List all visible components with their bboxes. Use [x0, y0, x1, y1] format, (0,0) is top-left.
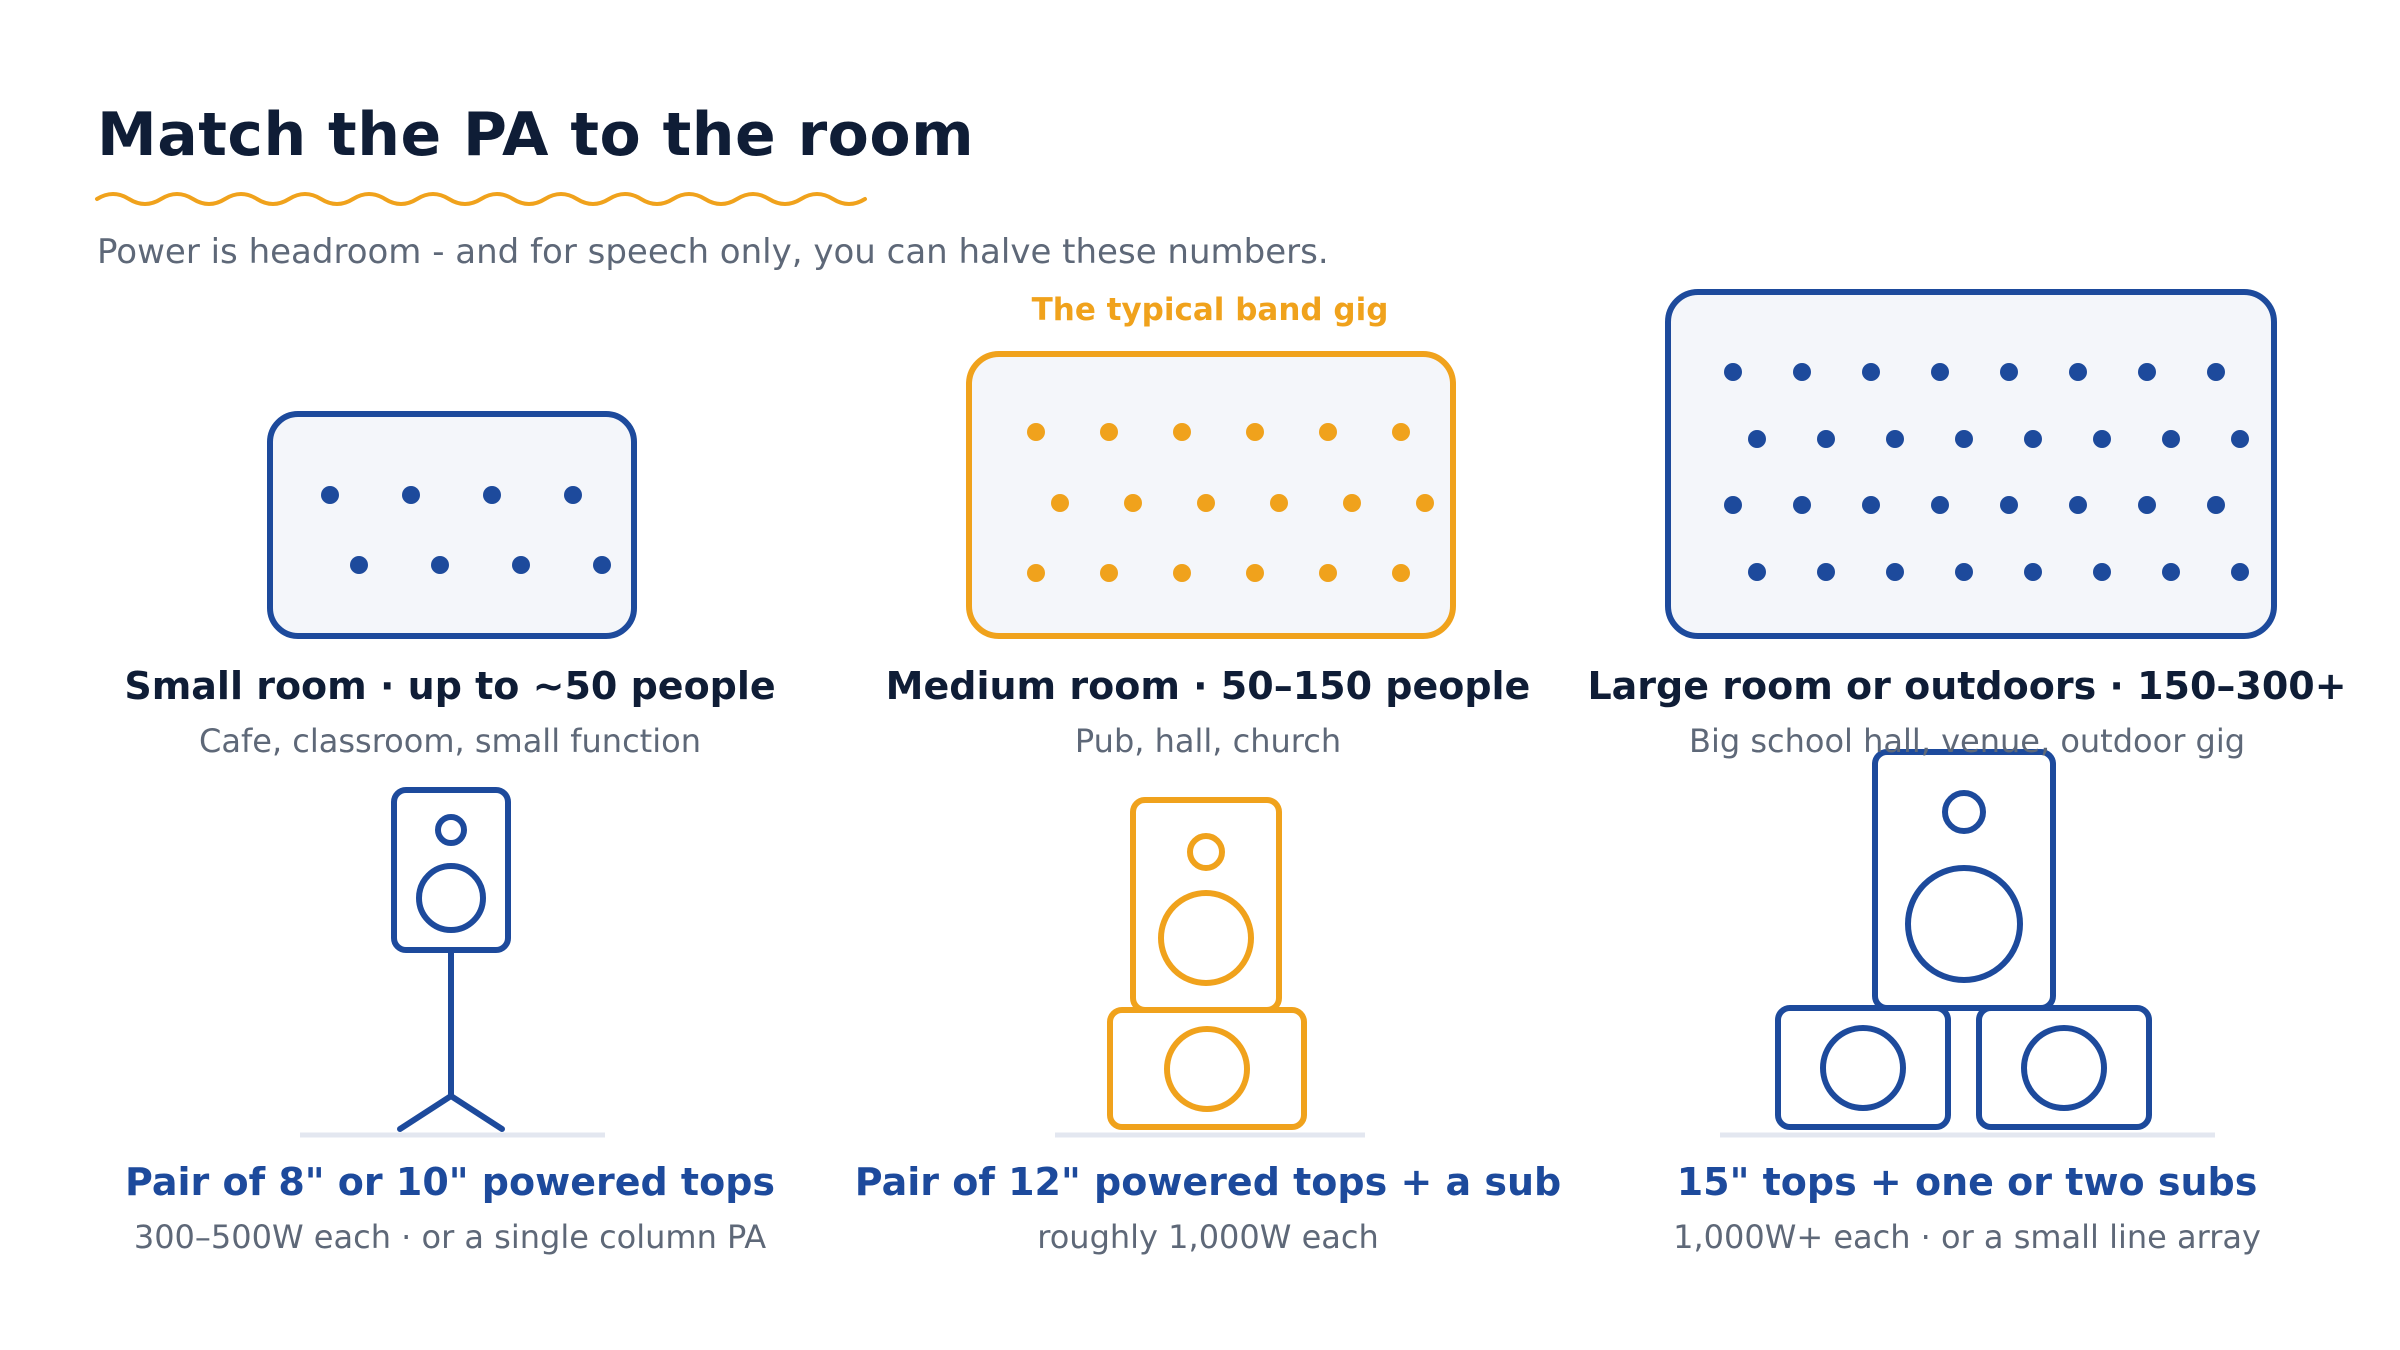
gear-description: 1,000W+ each · or a small line array — [1673, 1218, 2261, 1256]
audience-dot — [2207, 363, 2225, 381]
room-name: Large room or outdoors · 150–300+ — [1587, 664, 2347, 708]
audience-dot — [1173, 564, 1191, 582]
audience-dot — [1051, 494, 1069, 512]
audience-dot — [1724, 496, 1742, 514]
audience-dot — [1343, 494, 1361, 512]
audience-dot — [321, 486, 339, 504]
audience-dot — [483, 486, 501, 504]
audience-dots-large — [1724, 363, 2249, 581]
audience-dot — [2093, 563, 2111, 581]
audience-dot — [1319, 423, 1337, 441]
audience-dot — [1246, 564, 1264, 582]
audience-dot — [1392, 423, 1410, 441]
highlight-tag-label: The typical band gig — [1031, 292, 1389, 328]
audience-dot — [1955, 430, 1973, 448]
audience-dot — [2000, 363, 2018, 381]
speaker-with-sub-icon — [1107, 797, 1307, 1130]
audience-dot — [1100, 564, 1118, 582]
room-panel-large — [1665, 289, 2277, 639]
wavy-underline — [95, 192, 867, 206]
audience-dot — [2024, 430, 2042, 448]
room-name: Small room · up to ~50 people — [124, 664, 776, 708]
gear-name: Pair of 8" or 10" powered tops — [125, 1160, 776, 1204]
audience-dot — [1392, 564, 1410, 582]
room-description: Pub, hall, church — [1074, 722, 1342, 760]
audience-dot — [2069, 363, 2087, 381]
audience-dot — [2231, 430, 2249, 448]
audience-dot — [1886, 430, 1904, 448]
audience-dot — [2162, 563, 2180, 581]
audience-dot — [1724, 363, 1742, 381]
room-name: Medium room · 50–150 people — [885, 664, 1531, 708]
audience-dot — [2231, 563, 2249, 581]
audience-dot — [1886, 563, 1904, 581]
audience-dot — [1931, 496, 1949, 514]
audience-dot — [1100, 423, 1118, 441]
audience-dot — [2024, 563, 2042, 581]
audience-dot — [1793, 496, 1811, 514]
audience-dot — [1173, 423, 1191, 441]
room-description: Big school hall, venue, outdoor gig — [1688, 722, 2246, 760]
audience-dot — [1319, 564, 1337, 582]
audience-dot — [1246, 423, 1264, 441]
room-panel-small — [267, 411, 637, 639]
audience-dot — [1862, 496, 1880, 514]
audience-dot — [1197, 494, 1215, 512]
audience-dot — [2138, 363, 2156, 381]
gear-description: 300–500W each · or a single column PA — [133, 1218, 767, 1256]
room-panel-medium — [966, 351, 1456, 639]
room-description: Cafe, classroom, small function — [199, 722, 701, 760]
speaker-on-stand-icon — [391, 787, 511, 1132]
speaker-with-two-subs-icon — [1775, 749, 2152, 1130]
audience-dot — [1124, 494, 1142, 512]
audience-dot — [1748, 430, 1766, 448]
page-title: Match the PA to the room — [97, 100, 975, 170]
audience-dot — [1416, 494, 1434, 512]
audience-dot — [2138, 496, 2156, 514]
audience-dot — [1748, 563, 1766, 581]
audience-dot — [2000, 496, 2018, 514]
audience-dot — [1955, 563, 1973, 581]
audience-dot — [512, 556, 530, 574]
audience-dot — [2069, 496, 2087, 514]
audience-dot — [564, 486, 582, 504]
gear-description: roughly 1,000W each — [1037, 1218, 1379, 1256]
audience-dot — [1270, 494, 1288, 512]
audience-dot — [593, 556, 611, 574]
audience-dot — [2162, 430, 2180, 448]
audience-dot — [1862, 363, 1880, 381]
audience-dot — [1027, 564, 1045, 582]
audience-dot — [402, 486, 420, 504]
gear-name: 15" tops + one or two subs — [1676, 1160, 2258, 1204]
audience-dot — [350, 556, 368, 574]
audience-dot — [2093, 430, 2111, 448]
audience-dot — [1817, 430, 1835, 448]
audience-dot — [2207, 496, 2225, 514]
audience-dot — [1793, 363, 1811, 381]
audience-dots-medium — [1027, 423, 1434, 582]
gear-name: Pair of 12" powered tops + a sub — [854, 1160, 1562, 1204]
audience-dots-small — [321, 486, 611, 574]
audience-dot — [1931, 363, 1949, 381]
page-subtitle: Power is headroom - and for speech only,… — [97, 232, 1329, 272]
audience-dot — [431, 556, 449, 574]
audience-dot — [1027, 423, 1045, 441]
audience-dot — [1817, 563, 1835, 581]
